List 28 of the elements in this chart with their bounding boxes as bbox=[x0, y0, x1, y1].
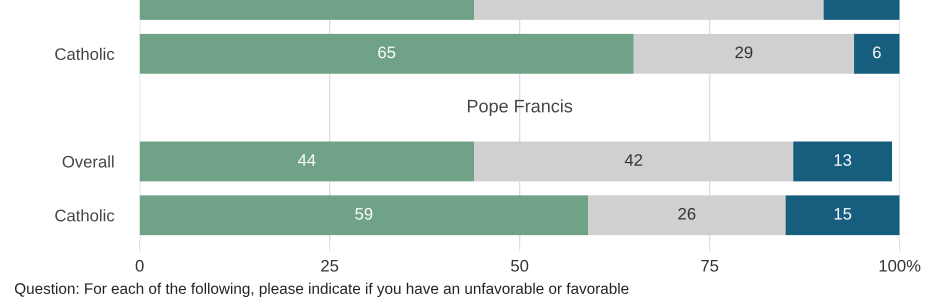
data-label: 44 bbox=[298, 154, 316, 166]
x-tick-label: 25 bbox=[321, 260, 338, 272]
y-tick-label: Overall bbox=[62, 155, 114, 168]
x-tick-label: 100% bbox=[880, 260, 920, 272]
bar bbox=[140, 195, 588, 236]
annotation: Pope Francis bbox=[468, 99, 572, 116]
x-tick-label: 50 bbox=[511, 260, 528, 272]
text: Question: For each of the following, please indicate if you have an unfavorable or favorable bbox=[14, 282, 628, 297]
data-label: 65 bbox=[378, 46, 396, 58]
data-label: 15 bbox=[834, 208, 852, 220]
x-tick-label: 0 bbox=[136, 260, 144, 272]
data-label: 26 bbox=[678, 208, 696, 220]
bar bbox=[474, 142, 794, 182]
data-label: 42 bbox=[624, 154, 642, 166]
bar bbox=[588, 195, 786, 236]
data-label: 13 bbox=[834, 154, 852, 166]
y-tick-label: Catholic bbox=[55, 209, 114, 222]
y-tick-label: Catholic bbox=[55, 48, 114, 60]
bar bbox=[854, 34, 900, 74]
bar bbox=[786, 195, 900, 236]
bar bbox=[793, 142, 892, 182]
bar bbox=[140, 34, 634, 74]
data-label: 29 bbox=[735, 46, 752, 58]
bar bbox=[140, 142, 474, 182]
data-label: 6 bbox=[873, 46, 881, 58]
data-label: 59 bbox=[355, 208, 372, 220]
x-tick-label: 75 bbox=[701, 260, 718, 272]
bar bbox=[634, 34, 854, 74]
